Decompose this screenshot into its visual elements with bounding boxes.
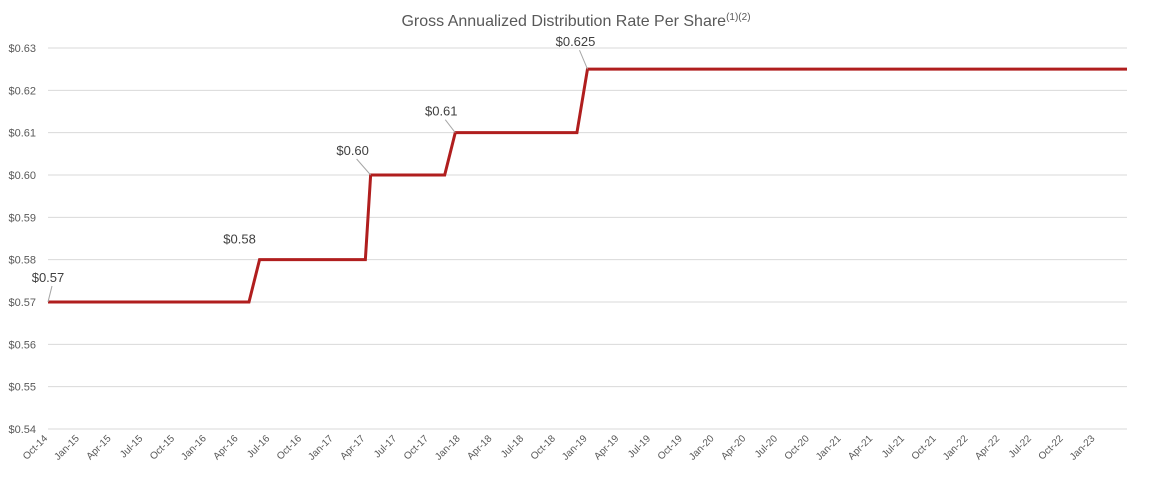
y-tick-label: $0.63: [8, 43, 36, 55]
y-tick-label: $0.55: [8, 382, 36, 394]
x-tick-label: Apr-16: [212, 433, 241, 462]
x-tick-label: Jan-21: [814, 433, 844, 463]
x-tick-label: Jul-15: [118, 433, 145, 460]
y-axis-tick-labels: $0.54 $0.55 $0.56 $0.57 $0.58 $0.59 $0.60 $0.61…: [8, 43, 36, 436]
x-tick-label: Oct-19: [656, 433, 685, 462]
x-tick-label: Apr-15: [85, 433, 114, 462]
x-tick-label: Apr-22: [973, 433, 1002, 462]
data-label: $0.60: [336, 143, 369, 158]
x-tick-label: Jan-22: [941, 433, 971, 463]
gridlines: [48, 47, 1127, 430]
x-tick-label: Oct-21: [910, 433, 939, 462]
series-lines: [48, 67, 1127, 304]
y-tick-label: $0.57: [8, 297, 36, 309]
y-tick-label: $0.54: [8, 424, 36, 436]
chart-title: Gross Annualized Distribution Rate Per S…: [401, 12, 750, 30]
y-tick-label: $0.62: [8, 85, 36, 97]
x-tick-label: Oct-18: [529, 433, 558, 462]
data-labels: $0.57 $0.58 $0.60 $0.61 $0.625: [32, 34, 596, 303]
x-tick-label: Jan-15: [52, 433, 82, 463]
x-tick-label: Jul-19: [626, 433, 653, 460]
x-tick-label: Oct-15: [148, 433, 177, 462]
data-label-leader: [579, 49, 588, 70]
x-tick-label: Apr-21: [846, 433, 875, 462]
data-label-leader: [356, 158, 372, 176]
x-tick-label: Oct-17: [402, 433, 431, 462]
x-tick-label: Jul-18: [499, 433, 526, 460]
x-axis-tick-labels: Oct-14 Jan-15 Apr-15 Jul-15 Oct-15 Jan-16 Apr-…: [21, 433, 1098, 463]
x-tick-label: Jan-18: [433, 433, 463, 463]
x-tick-label: Oct-16: [275, 433, 304, 462]
data-label-leader: [444, 119, 456, 133]
chart-title-text: Gross Annualized Distribution Rate Per S…: [401, 13, 726, 30]
x-tick-label: Jul-20: [753, 433, 780, 460]
data-label: $0.58: [223, 232, 256, 247]
x-tick-label: Jul-17: [372, 433, 399, 460]
x-tick-label: Apr-20: [719, 433, 748, 462]
y-tick-label: $0.61: [8, 128, 36, 140]
y-tick-label: $0.59: [8, 212, 36, 224]
x-tick-label: Apr-19: [592, 433, 621, 462]
x-tick-label: Jan-23: [1068, 433, 1098, 463]
y-tick-label: $0.60: [8, 170, 36, 182]
y-tick-label: $0.56: [8, 339, 36, 351]
x-tick-label: Jan-20: [687, 433, 717, 463]
x-tick-label: Jul-16: [245, 433, 272, 460]
x-tick-label: Oct-22: [1037, 433, 1066, 462]
x-tick-label: Jul-22: [1007, 433, 1034, 460]
x-tick-label: Jan-16: [179, 433, 209, 463]
x-tick-label: Jan-19: [560, 433, 590, 463]
x-tick-label: Apr-17: [338, 433, 367, 462]
data-label: $0.625: [556, 34, 596, 49]
series-line: [48, 67, 1127, 304]
x-tick-label: Oct-20: [783, 433, 812, 462]
x-tick-label: Jan-17: [306, 433, 336, 463]
x-tick-label: Jul-21: [880, 433, 907, 460]
x-tick-label: Oct-14: [21, 433, 50, 462]
chart-title-superscript: (1)(2): [726, 12, 750, 23]
y-tick-label: $0.58: [8, 255, 36, 267]
x-tick-label: Apr-18: [465, 433, 494, 462]
data-label: $0.61: [425, 104, 458, 119]
data-label-leader: [47, 285, 53, 303]
data-label: $0.57: [32, 270, 65, 285]
